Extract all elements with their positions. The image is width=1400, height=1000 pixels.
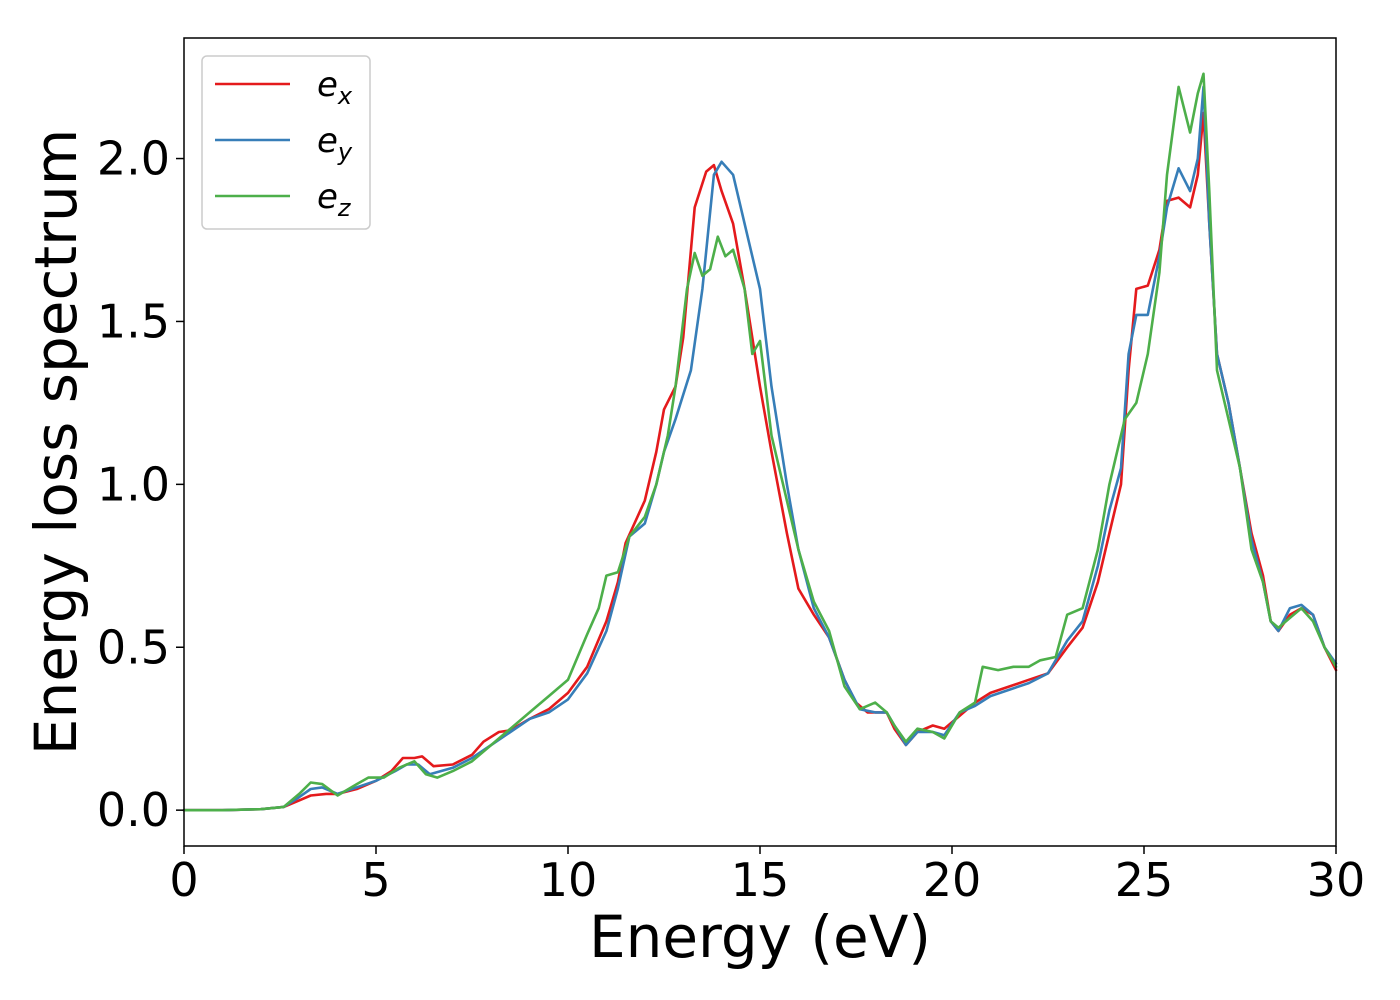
- x-tick-label: 10: [539, 853, 598, 907]
- x-tick-label: 15: [731, 853, 790, 907]
- plot-background: [184, 38, 1336, 846]
- x-tick-label: 25: [1115, 853, 1174, 907]
- y-axis-ticks: 0.0 0.5 1.0 1.5 2.0: [97, 132, 184, 837]
- x-tick-label: 5: [361, 853, 390, 907]
- x-tick-label: 0: [169, 853, 198, 907]
- legend-label-y: ey: [317, 121, 353, 166]
- legend-box: [201, 55, 371, 230]
- legend: ex ey ez: [201, 55, 371, 230]
- y-axis-title: Energy loss spectrum: [22, 129, 90, 755]
- legend-label-z: ez: [317, 177, 352, 222]
- series-lines: [182, 72, 1338, 812]
- y-tick-label: 0.0: [97, 783, 170, 837]
- series-line-y: [182, 85, 1338, 812]
- y-tick-label: 1.5: [97, 294, 170, 348]
- x-tick-label: 20: [923, 853, 982, 907]
- y-tick-label: 2.0: [97, 132, 170, 186]
- x-tick-label: 30: [1307, 853, 1366, 907]
- y-tick-label: 0.5: [97, 620, 170, 674]
- x-axis-ticks: 0 5 10 15 20 25 30: [169, 846, 1365, 907]
- series-line-z: [182, 72, 1338, 812]
- legend-label-x: ex: [317, 65, 353, 110]
- x-axis-title: Energy (eV): [589, 903, 931, 971]
- y-tick-label: 1.0: [97, 457, 170, 511]
